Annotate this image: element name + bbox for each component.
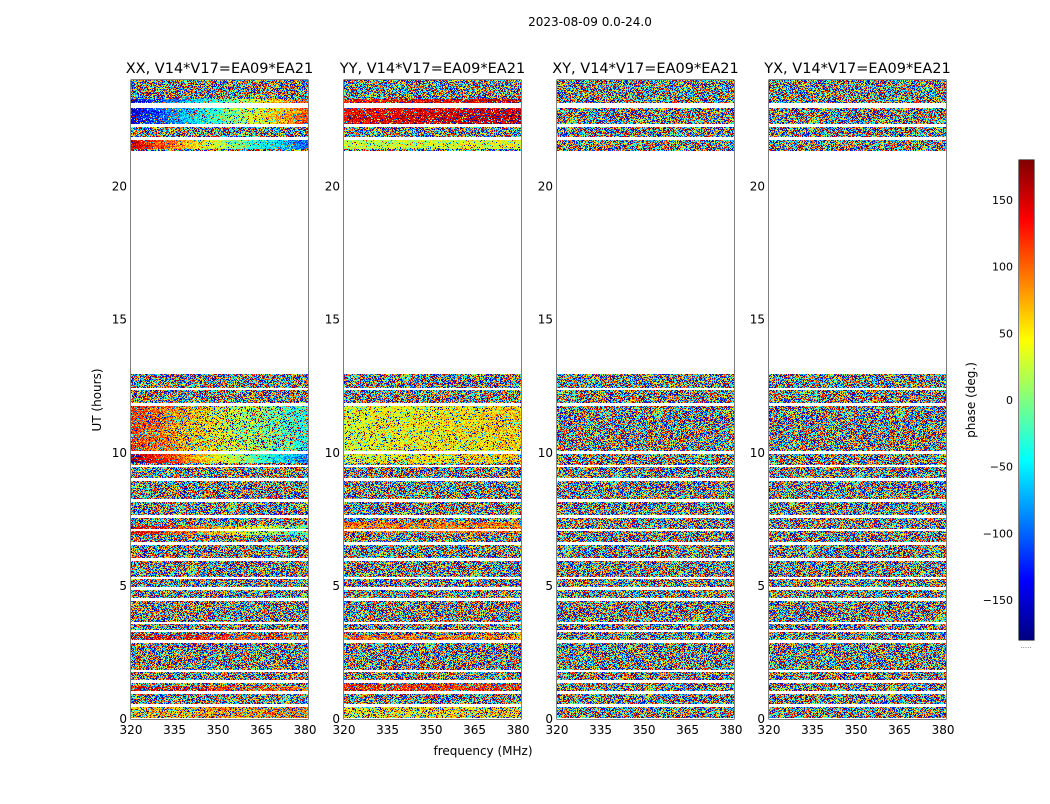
y-tick-label: 0	[332, 712, 340, 726]
x-tick-label: 365	[888, 723, 911, 737]
x-tick-label: 320	[120, 723, 143, 737]
x-tick-label: 335	[376, 723, 399, 737]
y-tick-label: 15	[750, 313, 765, 327]
y-tick-label: 0	[119, 712, 127, 726]
panel-title-1: XX, V14*V17=EA09*EA21	[126, 61, 314, 77]
colorbar-tick-label: −50	[990, 461, 1013, 474]
x-tick-label: 380	[294, 723, 317, 737]
colorbar-label: phase (deg.)	[964, 362, 978, 438]
x-tick-label: 335	[801, 723, 824, 737]
x-tick-label: 335	[163, 723, 186, 737]
colorbar-tick-label: 0	[1006, 394, 1013, 407]
y-tick-label: 20	[325, 180, 340, 194]
y-tick-label: 20	[538, 180, 553, 194]
colorbar-tick-label: 100	[992, 261, 1013, 274]
y-tick-label: 15	[112, 313, 127, 327]
colorbar-tick-label: −150	[983, 594, 1013, 607]
x-tick-label: 335	[589, 723, 612, 737]
x-tick-label: 320	[333, 723, 356, 737]
y-tick-label: 0	[757, 712, 765, 726]
y-tick-label: 15	[325, 313, 340, 327]
x-axis-label: frequency (MHz)	[433, 744, 532, 758]
x-tick-label: 350	[420, 723, 443, 737]
y-tick-label: 10	[538, 446, 553, 460]
y-tick-label: 5	[332, 579, 340, 593]
y-tick-label: 20	[750, 180, 765, 194]
colorbar-footnote: .....	[1020, 642, 1031, 650]
y-tick-label: 0	[545, 712, 553, 726]
x-tick-label: 320	[546, 723, 569, 737]
x-tick-label: 380	[507, 723, 530, 737]
x-tick-label: 365	[250, 723, 273, 737]
x-tick-label: 380	[720, 723, 743, 737]
y-tick-label: 5	[119, 579, 127, 593]
y-axis-label: UT (hours)	[90, 368, 104, 431]
y-tick-label: 15	[538, 313, 553, 327]
panel-heatmap-4	[769, 80, 946, 719]
colorbar-tick-label: 50	[999, 327, 1013, 340]
panel-heatmap-3	[557, 80, 734, 719]
panel-heatmap-2	[344, 80, 521, 719]
y-tick-label: 20	[112, 180, 127, 194]
y-tick-label: 10	[325, 446, 340, 460]
chart-suptitle: 2023-08-09 0.0-24.0	[528, 15, 652, 29]
y-tick-label: 10	[750, 446, 765, 460]
y-tick-label: 5	[545, 579, 553, 593]
colorbar-gradient	[1019, 160, 1034, 640]
x-tick-label: 350	[845, 723, 868, 737]
x-tick-label: 380	[932, 723, 955, 737]
y-tick-label: 10	[112, 446, 127, 460]
panel-title-4: YX, V14*V17=EA09*EA21	[763, 61, 950, 77]
panel-title-2: YY, V14*V17=EA09*EA21	[339, 61, 525, 77]
y-tick-label: 5	[757, 579, 765, 593]
x-tick-label: 320	[758, 723, 781, 737]
x-tick-label: 350	[633, 723, 656, 737]
colorbar-tick-label: 150	[992, 194, 1013, 207]
colorbar-tick-label: −100	[983, 527, 1013, 540]
panel-heatmap-1	[131, 80, 308, 719]
x-tick-label: 365	[676, 723, 699, 737]
x-tick-label: 365	[463, 723, 486, 737]
x-tick-label: 350	[207, 723, 230, 737]
panel-title-3: XY, V14*V17=EA09*EA21	[552, 61, 738, 77]
